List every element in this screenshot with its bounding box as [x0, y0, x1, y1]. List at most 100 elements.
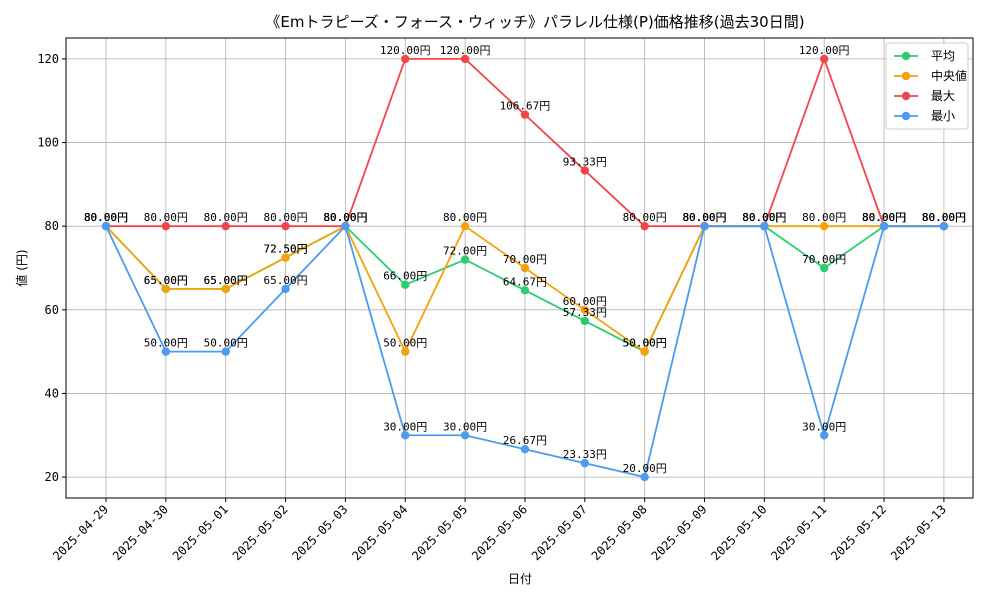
- y-tick-label: 100: [37, 136, 59, 150]
- data-point: [580, 458, 589, 468]
- y-tick-label: 20: [45, 470, 59, 484]
- data-label: 80.00円: [742, 211, 786, 224]
- data-label: 65.00円: [263, 274, 307, 287]
- data-point: [640, 347, 649, 356]
- data-label: 80.00円: [263, 211, 307, 224]
- data-point: [401, 347, 410, 356]
- plot-frame: [65, 37, 974, 499]
- data-point: [820, 431, 829, 440]
- data-label: 72.50円: [263, 243, 307, 256]
- x-tick-label: 2025-05-07: [529, 502, 590, 563]
- data-label: 93.33円: [563, 155, 607, 168]
- data-label: 23.33円: [563, 448, 607, 461]
- data-point: [401, 431, 410, 440]
- x-tick-label: 2025-05-11: [768, 502, 829, 563]
- data-label: 80.00円: [922, 211, 966, 224]
- x-tick-label: 2025-05-03: [290, 502, 351, 563]
- legend-swatch-marker: [901, 91, 911, 101]
- legend-entry: 中央値: [931, 68, 967, 83]
- y-tick-label: 60: [45, 303, 59, 317]
- data-label: 120.00円: [799, 44, 850, 57]
- data-label: 65.00円: [144, 274, 188, 287]
- data-labels: 80.00円 65.00円 65.00円 72.50円 80.00円 66.00円 72.0…: [84, 44, 966, 475]
- data-point: [820, 54, 829, 64]
- data-label: 65.00円: [144, 274, 188, 287]
- chart-title: 《Emトラピーズ・フォース・ウィッチ》パラレル仕様(P)価格推移(過去30日間): [265, 13, 804, 31]
- data-label: 50.00円: [383, 337, 427, 350]
- x-tick-label: 2025-05-08: [589, 502, 650, 563]
- data-point: [341, 221, 350, 231]
- data-label: 80.00円: [682, 211, 726, 224]
- data-point: [580, 305, 589, 315]
- x-tick-label: 2025-05-09: [649, 502, 710, 563]
- data-label: 26.67円: [503, 434, 547, 447]
- data-point: [460, 54, 470, 64]
- data-point: [221, 221, 230, 231]
- data-label: 50.00円: [204, 337, 248, 350]
- data-label: 30.00円: [443, 420, 487, 433]
- data-label: 70.00円: [503, 253, 547, 266]
- legend-swatch-marker: [901, 71, 911, 81]
- data-label: 65.00円: [204, 274, 248, 287]
- data-label: 80.00円: [204, 211, 248, 224]
- data-label: 72.50円: [263, 243, 307, 256]
- data-label: 80.00円: [682, 211, 726, 224]
- series-layer: [101, 54, 949, 482]
- data-label: 80.00円: [443, 211, 487, 224]
- data-label: 80.00円: [323, 211, 367, 224]
- data-point: [580, 316, 589, 326]
- data-label: 80.00円: [623, 211, 667, 224]
- data-label: 80.00円: [323, 211, 367, 224]
- data-label: 120.00円: [440, 44, 491, 57]
- data-point: [281, 221, 290, 231]
- data-point: [520, 444, 530, 454]
- data-label: 72.00円: [443, 245, 487, 258]
- data-label: 80.00円: [144, 211, 188, 224]
- legend-entry: 最大: [931, 89, 955, 103]
- data-label: 60.00円: [563, 295, 607, 308]
- data-label: 30.00円: [383, 420, 427, 433]
- data-point: [520, 286, 530, 295]
- data-point: [879, 221, 889, 231]
- x-tick-label: 2025-05-13: [888, 502, 949, 563]
- data-point: [401, 280, 410, 289]
- data-point: [401, 54, 410, 64]
- data-label: 80.00円: [862, 211, 906, 224]
- data-point: [640, 221, 649, 231]
- y-tick-label: 120: [37, 52, 59, 66]
- data-label: 80.00円: [742, 211, 786, 224]
- data-point: [580, 166, 589, 175]
- data-point: [640, 472, 649, 482]
- data-label: 80.00円: [682, 211, 726, 224]
- data-label: 80.00円: [84, 211, 128, 224]
- data-label: 80.00円: [922, 211, 966, 224]
- data-point: [281, 253, 290, 262]
- data-label: 80.00円: [742, 211, 786, 224]
- data-point: [281, 284, 290, 294]
- x-tick-label: 2025-05-02: [230, 502, 291, 563]
- legend-box: [885, 42, 969, 130]
- data-label: 50.00円: [623, 337, 667, 350]
- data-label: 65.00円: [204, 274, 248, 287]
- data-label: 80.00円: [862, 211, 906, 224]
- data-point: [820, 221, 829, 231]
- x-tick-label: 2025-05-10: [708, 502, 769, 563]
- x-tick-label: 2025-04-29: [50, 502, 111, 563]
- data-point: [221, 284, 230, 294]
- data-label: 80.00円: [323, 211, 367, 224]
- data-point: [460, 221, 470, 231]
- data-point: [101, 221, 111, 231]
- data-point: [460, 431, 470, 440]
- data-label: 80.00円: [84, 211, 128, 224]
- data-label: 80.00円: [922, 211, 966, 224]
- x-tick-label: 2025-05-04: [349, 502, 410, 563]
- y-tick-label: 80: [45, 219, 59, 233]
- x-axis-ticks: 2025-04-292025-04-302025-05-012025-05-02…: [50, 498, 949, 563]
- x-tick-label: 2025-04-30: [110, 502, 171, 563]
- data-label: 80.00円: [84, 211, 128, 224]
- data-label: 80.00円: [84, 211, 128, 224]
- data-label: 120.00円: [380, 44, 431, 57]
- x-tick-label: 2025-05-05: [409, 502, 470, 563]
